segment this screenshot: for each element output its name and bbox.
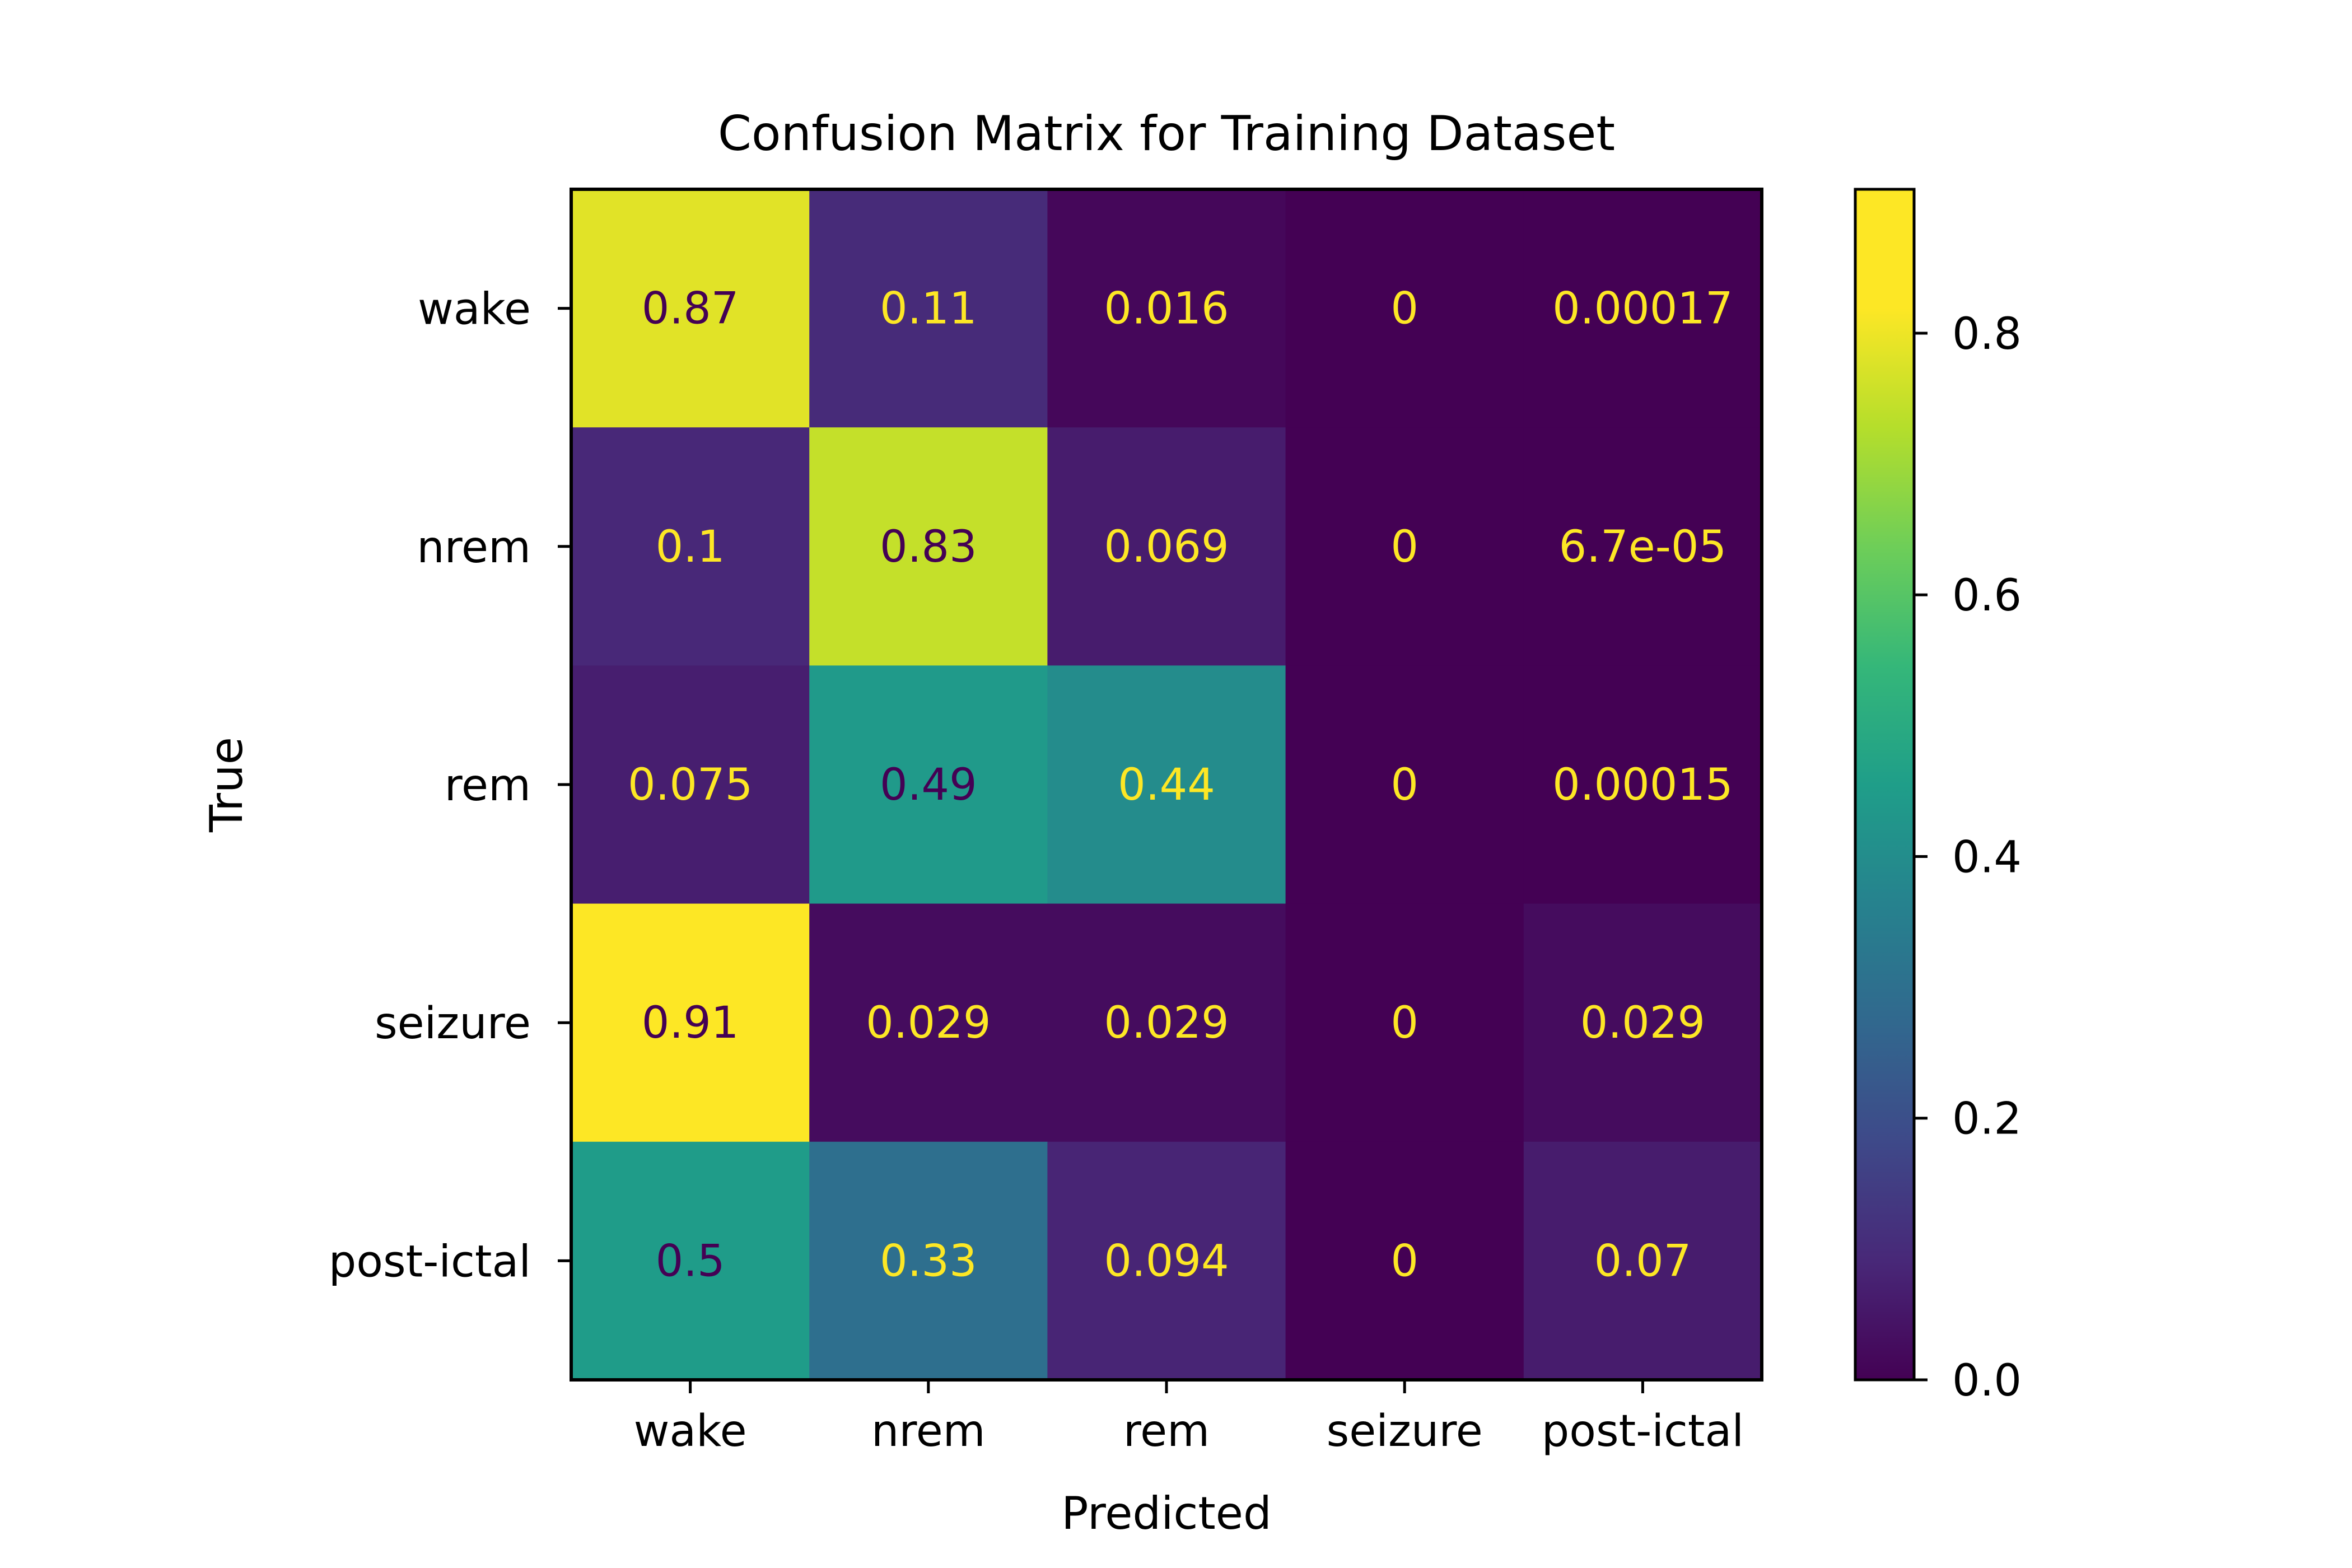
heatmap-cell <box>1047 1141 1286 1380</box>
x-tick-label: seizure <box>1327 1406 1483 1457</box>
heatmap-cell <box>1285 665 1524 904</box>
y-tick-label: nrem <box>417 522 531 573</box>
cell-value-label: 0.07 <box>1594 1236 1692 1286</box>
heatmap-cell-labels: 0.87 0.11 0.016 0 0.00017 0.1 0.83 0.069 0 6.7e-0… <box>628 284 1733 1287</box>
cell-value-label: 0.49 <box>880 760 977 810</box>
y-tick-label: seizure <box>375 998 531 1049</box>
heatmap-cell <box>809 1141 1048 1380</box>
cell-value-label: 6.7e-05 <box>1559 522 1726 572</box>
colorbar-tick-label: 0.8 <box>1952 309 2022 360</box>
heatmap-cell <box>1047 189 1286 428</box>
x-axis-ticks: wake nrem rem seizure post-ictal <box>634 1380 1744 1457</box>
cell-value-label: 0.44 <box>1118 760 1215 810</box>
x-tick-label: rem <box>1123 1406 1210 1457</box>
cell-value-label: 0 <box>1390 1236 1418 1286</box>
heatmap-cell <box>1285 427 1524 666</box>
cell-value-label: 0.1 <box>656 522 725 572</box>
heatmap-cell <box>1523 189 1762 428</box>
heatmap-cell <box>1047 427 1286 666</box>
heatmap-cell <box>809 189 1048 428</box>
cell-value-label: 0.069 <box>1104 522 1229 572</box>
colorbar <box>1854 188 1916 1382</box>
cell-value-label: 0.094 <box>1104 1236 1229 1286</box>
colorbar-tick-label: 0.0 <box>1952 1356 2022 1406</box>
heatmap-cell <box>571 427 810 666</box>
colorbar-tick-label: 0.4 <box>1952 832 2022 883</box>
cell-value-label: 0 <box>1390 522 1418 572</box>
cell-value-label: 0.075 <box>628 760 753 810</box>
x-tick-label: nrem <box>871 1406 986 1457</box>
x-tick-label: wake <box>634 1406 747 1457</box>
heatmap-cells <box>571 189 1762 1380</box>
y-axis-label: True <box>200 737 253 833</box>
heatmap-cell <box>1523 1141 1762 1380</box>
colorbar-tick-label: 0.2 <box>1952 1094 2022 1145</box>
cell-value-label: 0.87 <box>642 284 739 334</box>
heatmap-cell <box>571 189 810 428</box>
heatmap-cell <box>1047 665 1286 904</box>
cell-value-label: 0 <box>1390 284 1418 334</box>
cell-value-label: 0.91 <box>642 998 739 1048</box>
y-tick-label: rem <box>445 760 531 811</box>
heatmap-cell <box>809 665 1048 904</box>
cell-value-label: 0.33 <box>880 1236 977 1286</box>
chart-title: Confusion Matrix for Training Dataset <box>718 106 1615 162</box>
heatmap-cell <box>571 1141 810 1380</box>
heatmap-cell <box>1047 903 1286 1142</box>
heatmap-cell <box>809 903 1048 1142</box>
cell-value-label: 0 <box>1390 998 1418 1048</box>
cell-value-label: 0.11 <box>880 284 977 334</box>
heatmap-cell <box>809 427 1048 666</box>
heatmap-cell <box>1523 427 1762 666</box>
cell-value-label: 0.029 <box>866 998 991 1048</box>
cell-value-label: 0.00015 <box>1552 760 1733 810</box>
x-tick-label: post-ictal <box>1542 1406 1744 1457</box>
y-tick-label: wake <box>418 284 531 335</box>
heatmap-cell <box>1523 665 1762 904</box>
cell-value-label: 0.00017 <box>1552 284 1733 334</box>
y-tick-label: post-ictal <box>329 1236 531 1287</box>
colorbar-tick-label: 0.6 <box>1952 571 2022 621</box>
heatmap-cell <box>1285 189 1524 428</box>
y-axis-ticks: wake nrem rem seizure post-ictal <box>329 284 571 1287</box>
cell-value-label: 0.83 <box>880 522 977 572</box>
cell-value-label: 0.5 <box>656 1236 725 1286</box>
heatmap-cell <box>571 903 810 1142</box>
colorbar-ticks: 0.0 0.2 0.4 0.6 0.8 <box>1914 309 2022 1406</box>
heatmap-cell <box>1285 1141 1524 1380</box>
cell-value-label: 0.029 <box>1104 998 1229 1048</box>
cell-value-label: 0.016 <box>1104 284 1229 334</box>
heatmap-cell <box>1285 903 1524 1142</box>
heatmap-cell <box>1523 903 1762 1142</box>
cell-value-label: 0 <box>1390 760 1418 810</box>
heatmap-cell <box>571 665 810 904</box>
cell-value-label: 0.029 <box>1580 998 1705 1048</box>
x-axis-label: Predicted <box>1061 1487 1272 1539</box>
